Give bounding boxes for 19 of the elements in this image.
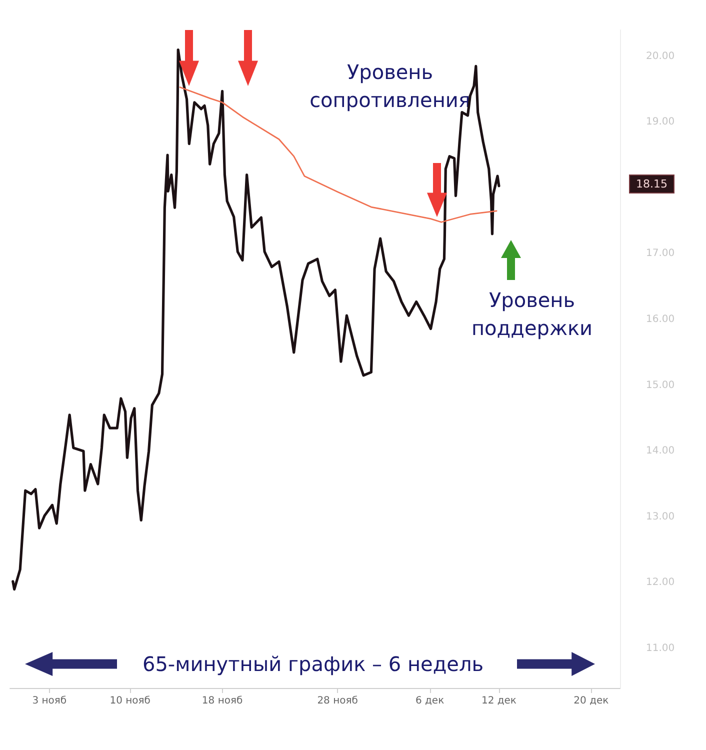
annotation: 65-минутный график – 6 недель bbox=[142, 652, 484, 676]
y-tick-label: 13.00 bbox=[646, 511, 675, 522]
y-tick-label: 14.00 bbox=[646, 446, 675, 457]
y-tick-label: 17.00 bbox=[646, 248, 675, 260]
x-tick-label: 20 дек bbox=[574, 696, 609, 706]
y-tick-label: 15.00 bbox=[646, 380, 675, 391]
annotation: Уровень поддержки bbox=[471, 288, 593, 340]
y-tick-label: 11.00 bbox=[646, 643, 675, 654]
y-tick-label: 20.00 bbox=[646, 50, 675, 62]
text: 18.15 bbox=[636, 178, 668, 190]
y-tick-label: 19.00 bbox=[646, 116, 675, 128]
x-tick-label: 10 нояб bbox=[110, 696, 150, 706]
x-tick-label: 12 дек bbox=[481, 696, 516, 706]
x-tick-label: 6 дек bbox=[415, 696, 444, 706]
y-tick-label: 16.00 bbox=[646, 314, 675, 326]
x-tick-label: 18 нояб bbox=[202, 696, 243, 706]
y-tick-label: 12.00 bbox=[646, 577, 675, 588]
x-tick-label: 3 нояб bbox=[32, 696, 67, 706]
x-tick-label: 28 нояб bbox=[317, 696, 358, 706]
